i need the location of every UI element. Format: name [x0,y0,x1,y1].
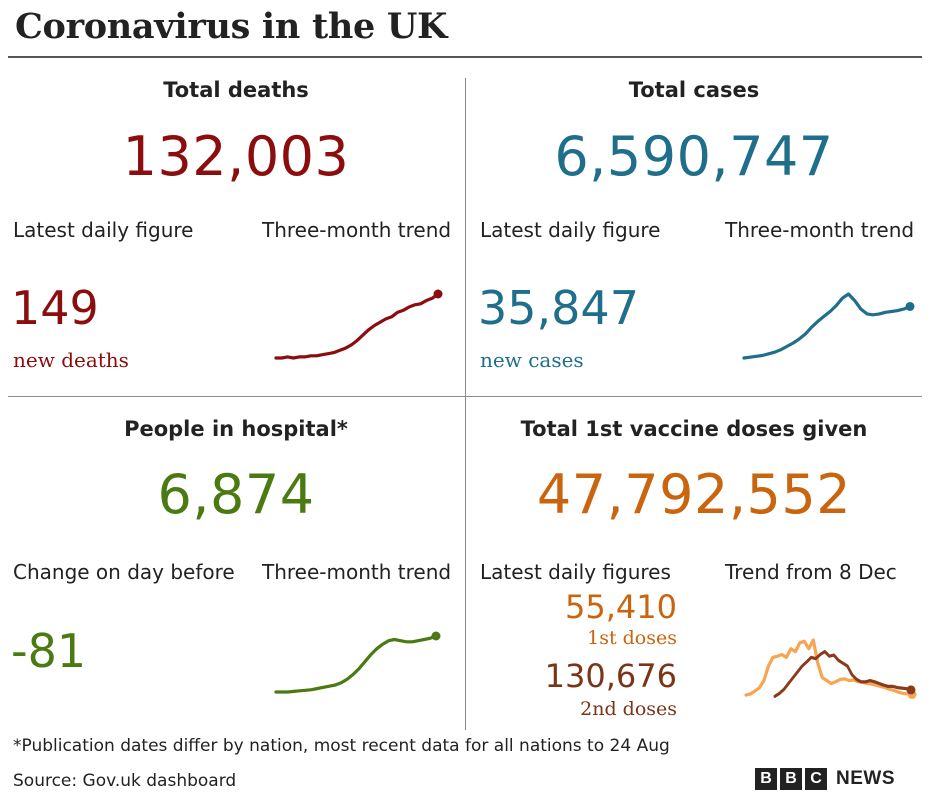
trend-end-dot [431,631,441,641]
deaths-total: 132,003 [122,125,350,188]
horizontal-divider [8,396,922,397]
hospital-latest-label: Change on day before [13,560,235,584]
cases-heading: Total cases [628,78,760,102]
cases-latest-value: 35,847 [478,281,639,335]
hospital-trend-chart [274,631,441,694]
cases-latest-label: Latest daily figure [480,218,661,242]
source-note: Source: Gov.uk dashboard [13,771,237,791]
logo-word: NEWS [836,768,895,789]
trend-line [742,292,912,360]
cases-trend-label: Three-month trend [725,218,915,242]
hospital-total: 6,874 [157,463,315,526]
trend-line [773,650,913,698]
deaths-latest-unit: new deaths [13,348,129,372]
dose1-value: 55,410 [565,588,677,626]
dose2-label: 2nd doses [580,698,677,720]
hospital-trend-label: Three-month trend [262,560,452,584]
bbc-news-logo: B B C NEWS [755,768,895,790]
cases-total: 6,590,747 [554,125,834,188]
page-title: Coronavirus in the UK [15,6,448,47]
vaccine-trend-chart [744,638,917,699]
logo-letter: B [780,768,802,790]
trend-line [274,292,440,360]
vaccine-heading: Total 1st vaccine doses given [520,417,868,441]
hospital-latest-value: -81 [11,624,87,678]
footnote: *Publication dates differ by nation, mos… [13,736,670,756]
hospital-heading: People in hospital* [124,417,348,441]
title-divider [8,56,922,58]
cases-latest-unit: new cases [480,348,584,372]
deaths-trend-label: Three-month trend [262,218,452,242]
trend-line [744,638,914,697]
vaccine-latest-label: Latest daily figures [480,560,671,584]
trend-line [274,634,438,694]
deaths-latest-value: 149 [11,281,99,335]
vaccine-trend-label: Trend from 8 Dec [725,560,897,584]
trend-end-dot [906,685,916,695]
deaths-heading: Total deaths [163,78,309,102]
logo-letter: C [805,768,827,790]
dose2-value: 130,676 [544,657,677,695]
deaths-latest-label: Latest daily figure [13,218,194,242]
dose1-label: 1st doses [587,627,677,649]
deaths-trend-chart [274,289,443,360]
trend-end-dot [905,301,915,311]
vertical-divider [465,78,466,730]
logo-letter: B [755,768,777,790]
cases-trend-chart [742,292,915,360]
trend-end-dot [433,289,443,299]
vaccine-total: 47,792,552 [536,463,852,526]
